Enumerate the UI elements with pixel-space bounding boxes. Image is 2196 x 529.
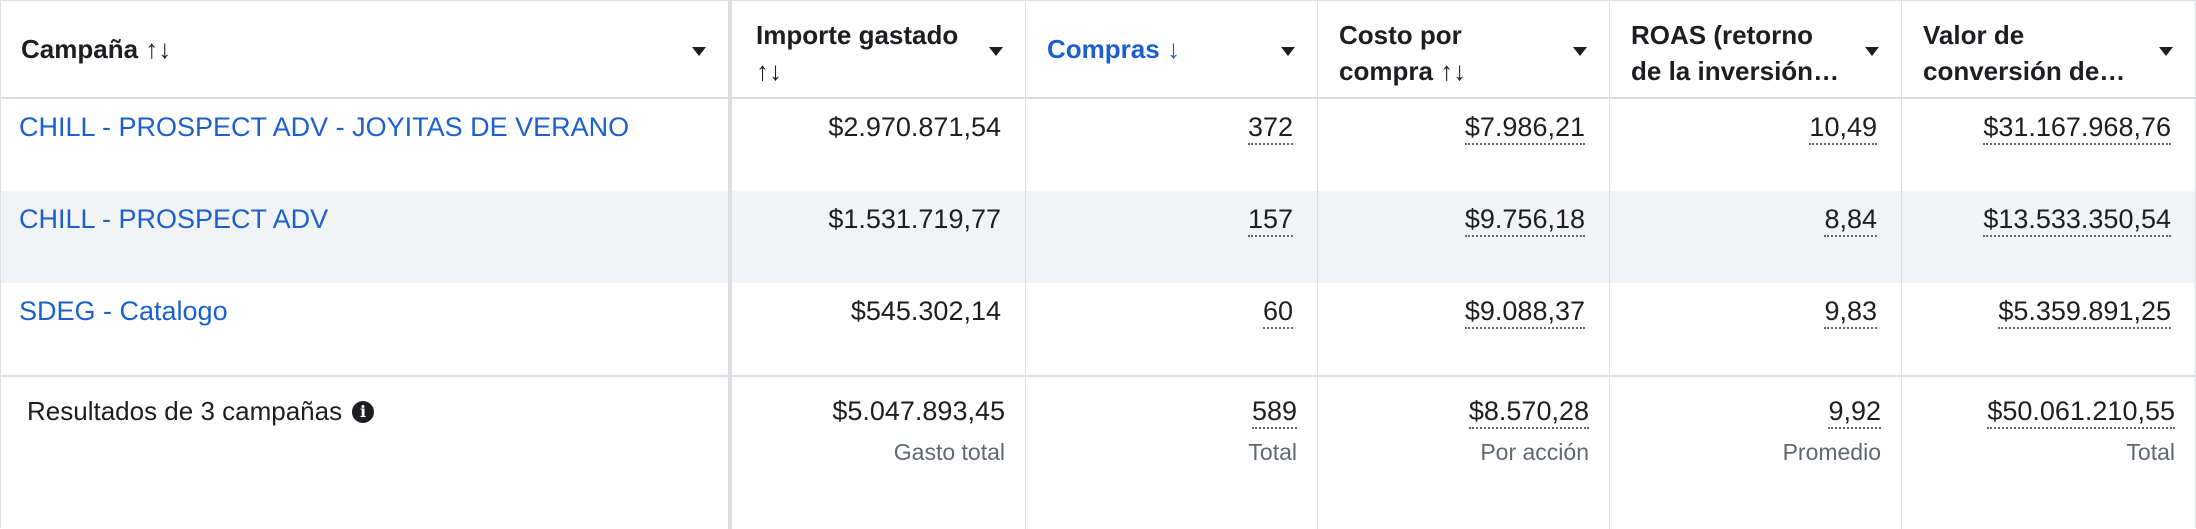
amount-spent-value: $1.531.719,77	[828, 204, 1001, 234]
column-menu-caret-icon[interactable]	[1573, 47, 1587, 56]
amount-spent-value: $2.970.871,54	[828, 112, 1001, 142]
column-header-cost-per-purchase[interactable]: Costo por compra ↑↓	[1319, 1, 1610, 97]
column-header-label: Importe gastado	[756, 20, 959, 50]
sort-descending-icon[interactable]: ↓	[1166, 34, 1180, 64]
campaign-name-link[interactable]: SDEG - Catalogo	[19, 296, 228, 326]
column-header-label: Compras	[1047, 34, 1160, 64]
summary-purchases-cell: 589 Total	[1027, 377, 1318, 529]
summary-label: Resultados de 3 campañas i	[27, 396, 375, 427]
purchases-cell: 157	[1027, 191, 1318, 283]
column-header-label: ROAS (retorno de la inversión…	[1631, 20, 1840, 86]
summary-cost-per-purchase-value[interactable]: $8.570,28	[1468, 396, 1589, 429]
summary-conversion-value-caption: Total	[2126, 439, 2175, 465]
sort-icon[interactable]: ↑↓	[145, 34, 172, 64]
cost-per-purchase-value[interactable]: $9.756,18	[1464, 204, 1585, 237]
summary-amount-spent-caption: Gasto total	[893, 439, 1005, 465]
summary-row: Resultados de 3 campañas i $5.047.893,45…	[1, 375, 2195, 529]
table-row: CHILL - PROSPECT ADV $1.531.719,77 157 $…	[1, 191, 2195, 283]
column-header-label: Campaña	[21, 34, 139, 64]
table-header: Campaña ↑↓ Importe gastado ↑↓ Compras ↓ …	[1, 1, 2195, 99]
summary-purchases-caption: Total	[1248, 439, 1297, 465]
column-header-amount-spent[interactable]: Importe gastado ↑↓	[736, 1, 1026, 97]
campaign-cell: SDEG - Catalogo	[1, 283, 732, 375]
campaign-name-link[interactable]: CHILL - PROSPECT ADV - JOYITAS DE VERANO	[19, 112, 630, 142]
roas-value[interactable]: 10,49	[1809, 112, 1877, 145]
column-header-label: Valor de conversión de…	[1923, 20, 2126, 86]
cost-per-purchase-value[interactable]: $9.088,37	[1464, 296, 1585, 329]
campaign-cell: CHILL - PROSPECT ADV	[1, 191, 732, 283]
summary-roas-cell: 9,92 Promedio	[1611, 377, 1902, 529]
roas-value[interactable]: 8,84	[1824, 204, 1877, 237]
column-menu-caret-icon[interactable]	[1281, 47, 1295, 56]
column-menu-caret-icon[interactable]	[692, 47, 706, 56]
conversion-value[interactable]: $13.533.350,54	[1983, 204, 2171, 237]
campaign-name-link[interactable]: CHILL - PROSPECT ADV	[19, 204, 329, 234]
sort-icon[interactable]: ↑↓	[756, 56, 782, 86]
table-row: SDEG - Catalogo $545.302,14 60 $9.088,37…	[1, 283, 2195, 375]
summary-roas-caption: Promedio	[1782, 439, 1881, 465]
table-row: CHILL - PROSPECT ADV - JOYITAS DE VERANO…	[1, 99, 2195, 191]
cost-per-purchase-cell: $9.756,18	[1319, 191, 1610, 283]
column-header-purchases[interactable]: Compras ↓	[1027, 1, 1318, 97]
conversion-value-cell: $13.533.350,54	[1903, 191, 2195, 283]
column-header-conversion-value[interactable]: Valor de conversión de…	[1903, 1, 2195, 97]
column-menu-caret-icon[interactable]	[989, 47, 1003, 56]
info-icon[interactable]: i	[352, 400, 375, 423]
column-header-label: Costo por compra	[1339, 20, 1462, 86]
purchases-cell: 60	[1027, 283, 1318, 375]
summary-label-text: Resultados de 3 campañas	[27, 396, 343, 426]
campaign-cell: CHILL - PROSPECT ADV - JOYITAS DE VERANO	[1, 99, 732, 191]
conversion-value[interactable]: $5.359.891,25	[1998, 296, 2171, 329]
column-header-roas[interactable]: ROAS (retorno de la inversión…	[1611, 1, 1902, 97]
summary-amount-spent-value: $5.047.893,45	[832, 396, 1005, 426]
column-menu-caret-icon[interactable]	[1865, 47, 1879, 56]
roas-cell: 9,83	[1611, 283, 1902, 375]
column-header-campaign[interactable]: Campaña ↑↓	[1, 1, 732, 97]
summary-cost-per-purchase-cell: $8.570,28 Por acción	[1319, 377, 1610, 529]
amount-spent-cell: $2.970.871,54	[736, 99, 1026, 191]
sort-icon[interactable]: ↑↓	[1440, 56, 1467, 86]
conversion-value[interactable]: $31.167.968,76	[1983, 112, 2171, 145]
summary-amount-spent-cell: $5.047.893,45 Gasto total	[736, 377, 1026, 529]
conversion-value-cell: $31.167.968,76	[1903, 99, 2195, 191]
roas-cell: 10,49	[1611, 99, 1902, 191]
summary-roas-value[interactable]: 9,92	[1828, 396, 1881, 429]
roas-value[interactable]: 9,83	[1824, 296, 1877, 329]
purchases-value[interactable]: 60	[1262, 296, 1293, 329]
cost-per-purchase-cell: $9.088,37	[1319, 283, 1610, 375]
summary-label-cell: Resultados de 3 campañas i	[1, 377, 732, 529]
summary-purchases-value[interactable]: 589	[1251, 396, 1297, 429]
conversion-value-cell: $5.359.891,25	[1903, 283, 2195, 375]
amount-spent-cell: $1.531.719,77	[736, 191, 1026, 283]
amount-spent-cell: $545.302,14	[736, 283, 1026, 375]
purchases-value[interactable]: 157	[1247, 204, 1293, 237]
cost-per-purchase-cell: $7.986,21	[1319, 99, 1610, 191]
purchases-cell: 372	[1027, 99, 1318, 191]
purchases-value[interactable]: 372	[1247, 112, 1293, 145]
summary-conversion-value-cell: $50.061.210,55 Total	[1903, 377, 2195, 529]
summary-conversion-value[interactable]: $50.061.210,55	[1987, 396, 2175, 429]
amount-spent-value: $545.302,14	[850, 296, 1001, 326]
roas-cell: 8,84	[1611, 191, 1902, 283]
cost-per-purchase-value[interactable]: $7.986,21	[1464, 112, 1585, 145]
summary-cost-per-purchase-caption: Por acción	[1480, 439, 1589, 465]
column-menu-caret-icon[interactable]	[2159, 47, 2173, 56]
